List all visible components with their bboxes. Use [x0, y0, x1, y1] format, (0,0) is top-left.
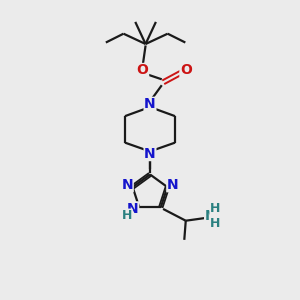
Text: N: N: [122, 178, 133, 192]
Text: H: H: [122, 209, 132, 222]
Text: N: N: [127, 202, 139, 216]
Text: N: N: [205, 209, 216, 223]
Text: N: N: [167, 178, 178, 192]
Text: H: H: [210, 202, 220, 215]
Text: O: O: [137, 64, 148, 77]
Text: N: N: [144, 146, 156, 161]
Text: O: O: [180, 63, 192, 76]
Text: H: H: [210, 217, 220, 230]
Text: N: N: [144, 98, 156, 111]
